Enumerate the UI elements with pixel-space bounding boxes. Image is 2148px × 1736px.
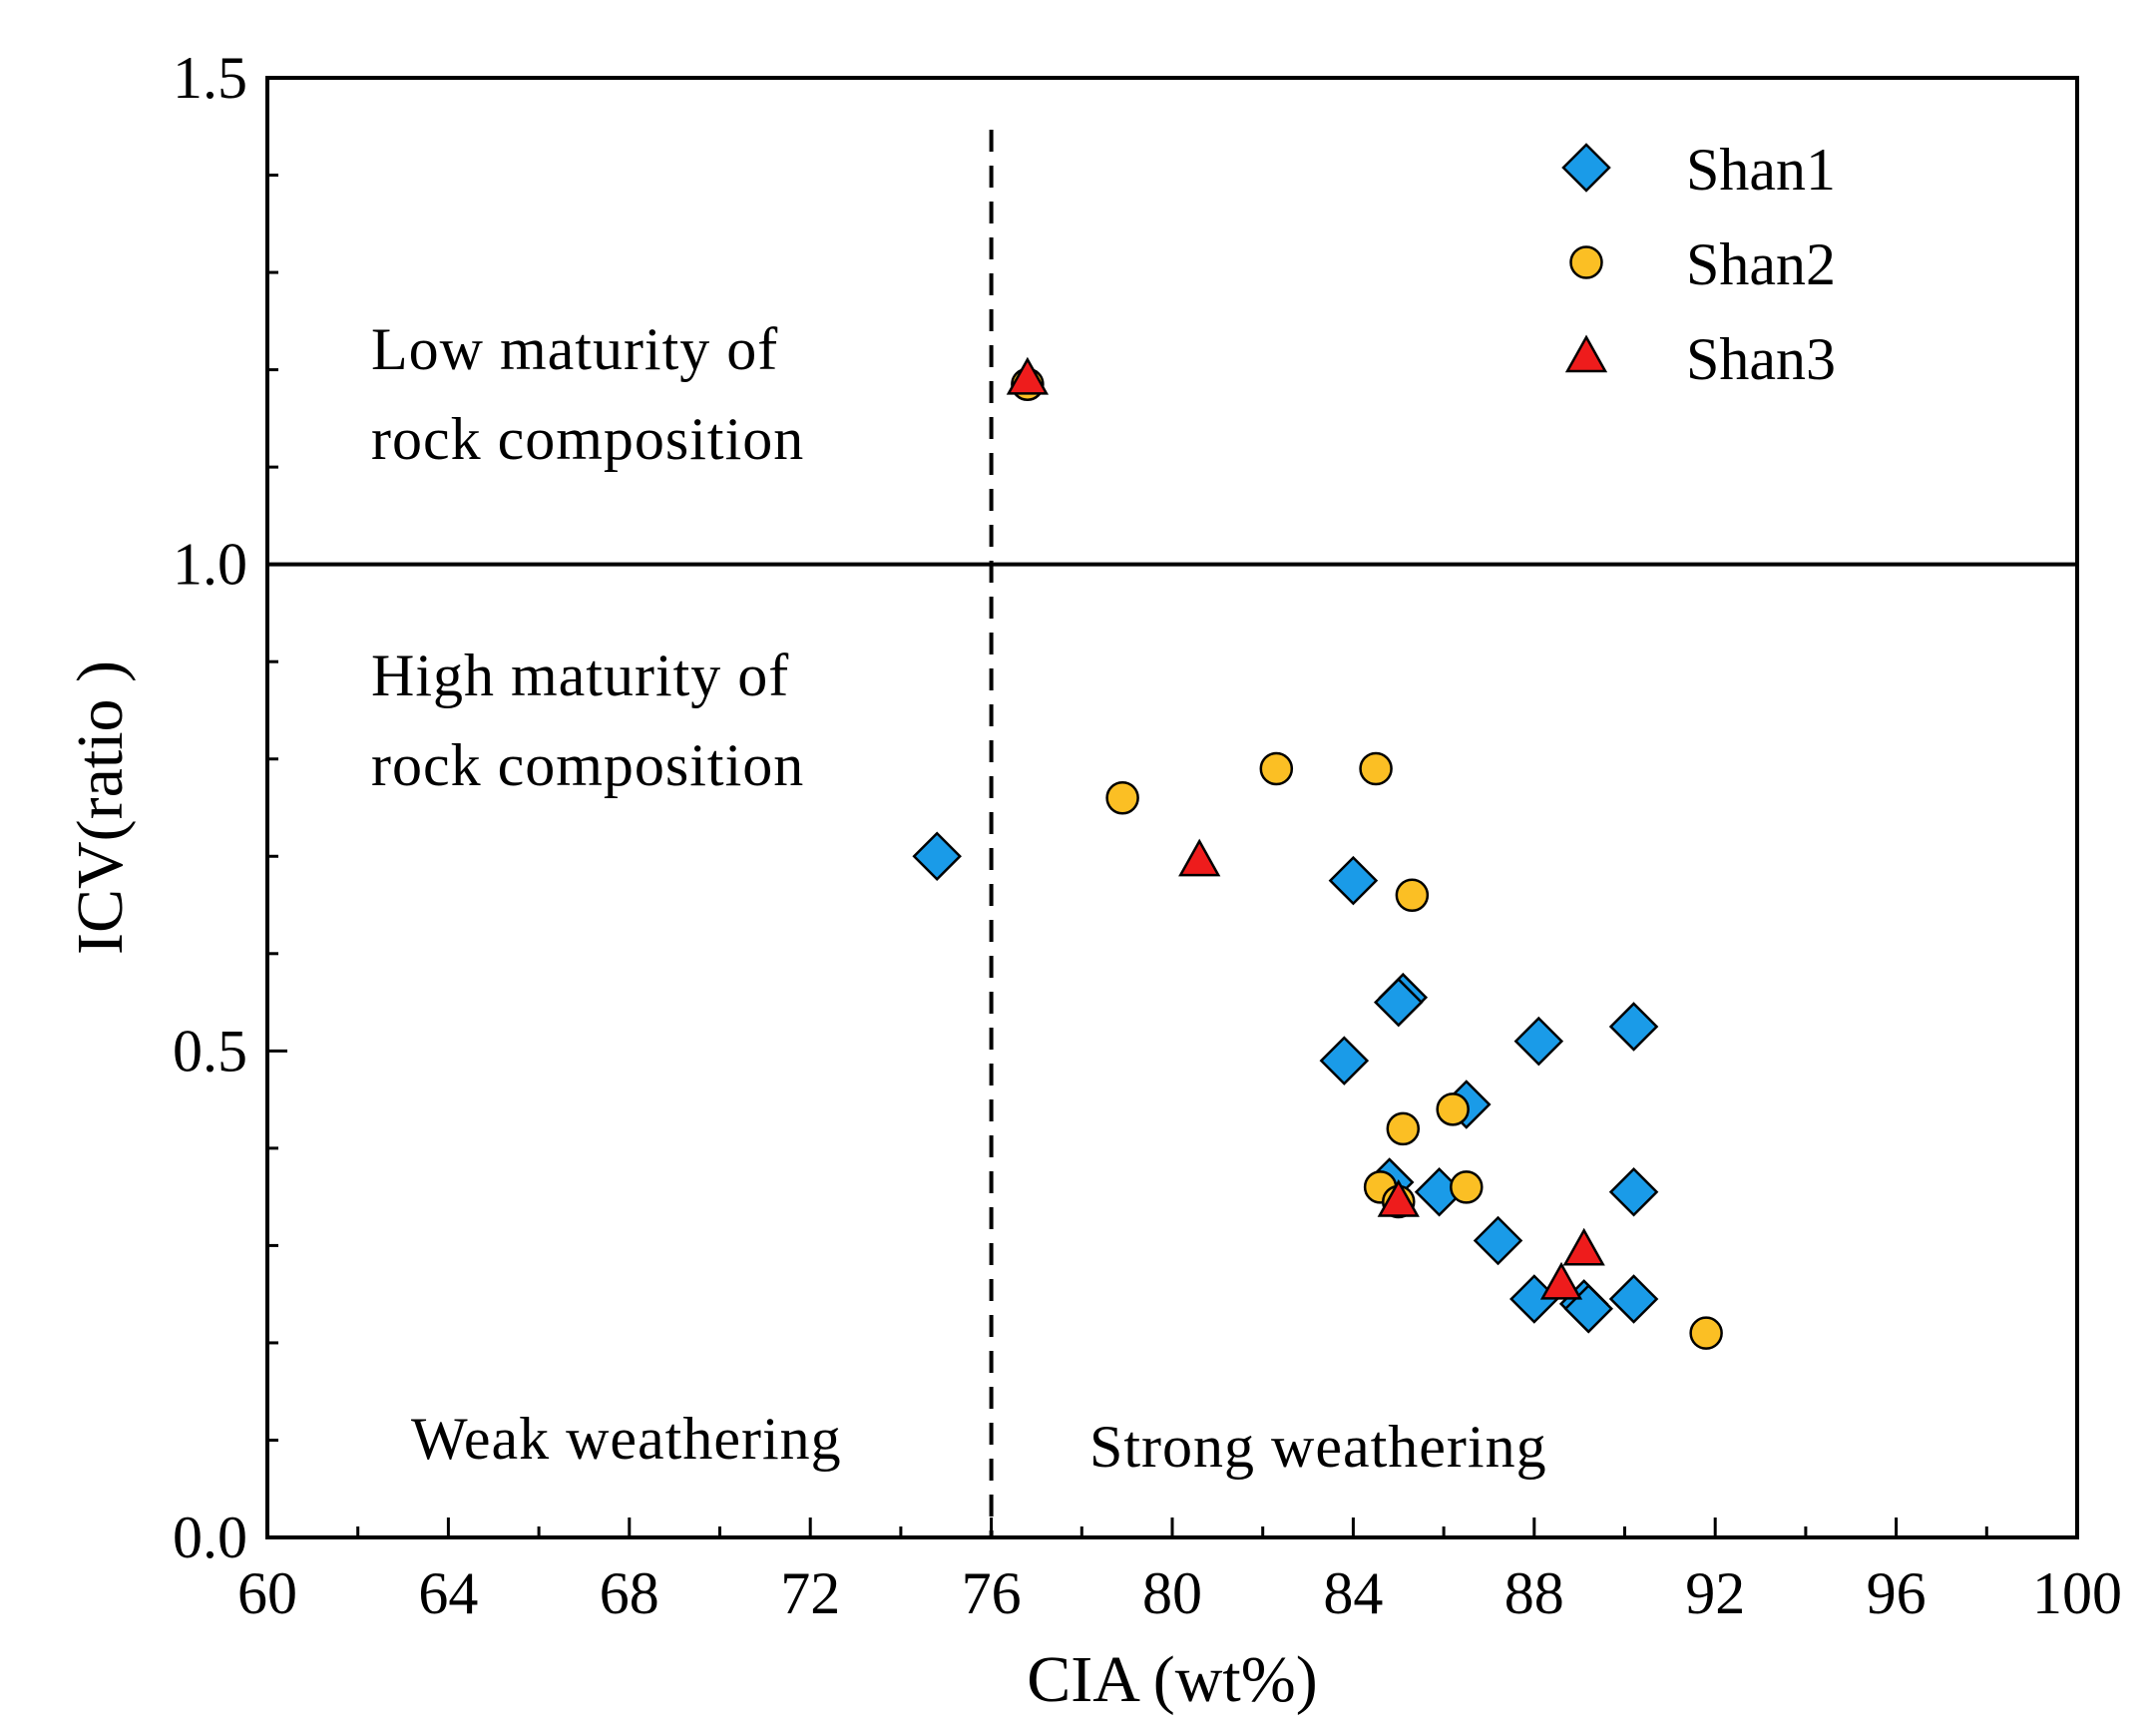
data-point-shan2 (1450, 1170, 1484, 1204)
data-point-shan2 (1395, 878, 1430, 913)
region-label-strong: Strong weathering (1089, 1414, 1547, 1480)
region-label-low-maturity: Low maturity of (371, 316, 778, 382)
data-point-shan1 (1608, 1002, 1659, 1052)
legend-label-shan1: Shan1 (1686, 137, 1836, 203)
x-tick-label: 80 (1142, 1560, 1202, 1626)
x-tick-label: 76 (962, 1560, 1022, 1626)
data-point-shan3 (1178, 838, 1221, 877)
data-point-shan1 (1513, 1016, 1564, 1067)
data-point-shan1 (1319, 1036, 1370, 1085)
data-point-shan2 (1105, 780, 1139, 815)
y-tick-label: 0.0 (173, 1505, 247, 1570)
data-point-shan2 (1359, 751, 1393, 786)
x-tick-label: 68 (600, 1560, 659, 1626)
data-point-shan1 (1608, 1166, 1659, 1217)
region-label-high-maturity: rock composition (371, 732, 804, 798)
x-tick-label: 64 (418, 1560, 478, 1626)
data-point-shan3 (1006, 356, 1050, 395)
x-tick-label: 84 (1323, 1560, 1383, 1626)
x-tick-label: 72 (780, 1560, 840, 1626)
x-tick-label: 88 (1504, 1560, 1564, 1626)
data-point-shan1 (912, 831, 962, 882)
y-axis-title: ICV(ratio ) (64, 660, 137, 955)
region-label-high-maturity: High maturity of (371, 643, 789, 708)
y-tick-label: 1.5 (173, 45, 247, 111)
x-tick-label: 96 (1867, 1560, 1927, 1626)
data-point-shan1 (1373, 977, 1424, 1028)
x-tick-label: 92 (1685, 1560, 1745, 1626)
y-tick-label: 0.5 (173, 1018, 247, 1084)
y-tick-label: 1.0 (173, 532, 247, 598)
data-point-shan1 (1473, 1215, 1523, 1266)
data-point-shan1 (1608, 1274, 1659, 1324)
legend-marker-shan2 (1569, 245, 1603, 279)
data-point-shan3 (1562, 1227, 1605, 1266)
legend-label-shan2: Shan2 (1686, 231, 1836, 297)
x-tick-label: 60 (237, 1560, 297, 1626)
data-point-shan2 (1436, 1092, 1470, 1126)
data-point-shan1 (1328, 855, 1379, 906)
legend-marker-shan1 (1561, 143, 1611, 193)
data-point-shan2 (1689, 1316, 1723, 1350)
legend-label-shan3: Shan3 (1686, 326, 1836, 392)
data-point-shan2 (1386, 1111, 1421, 1146)
region-label-weak: Weak weathering (411, 1406, 842, 1472)
data-point-shan2 (1259, 751, 1294, 786)
legend-marker-shan3 (1564, 334, 1608, 373)
data-point-shan3 (1377, 1178, 1420, 1217)
x-axis-title: CIA (wt%) (1027, 1643, 1317, 1716)
region-label-low-maturity: rock composition (371, 406, 804, 472)
data-point-shan3 (1539, 1261, 1583, 1300)
x-tick-label: 100 (2032, 1560, 2122, 1626)
